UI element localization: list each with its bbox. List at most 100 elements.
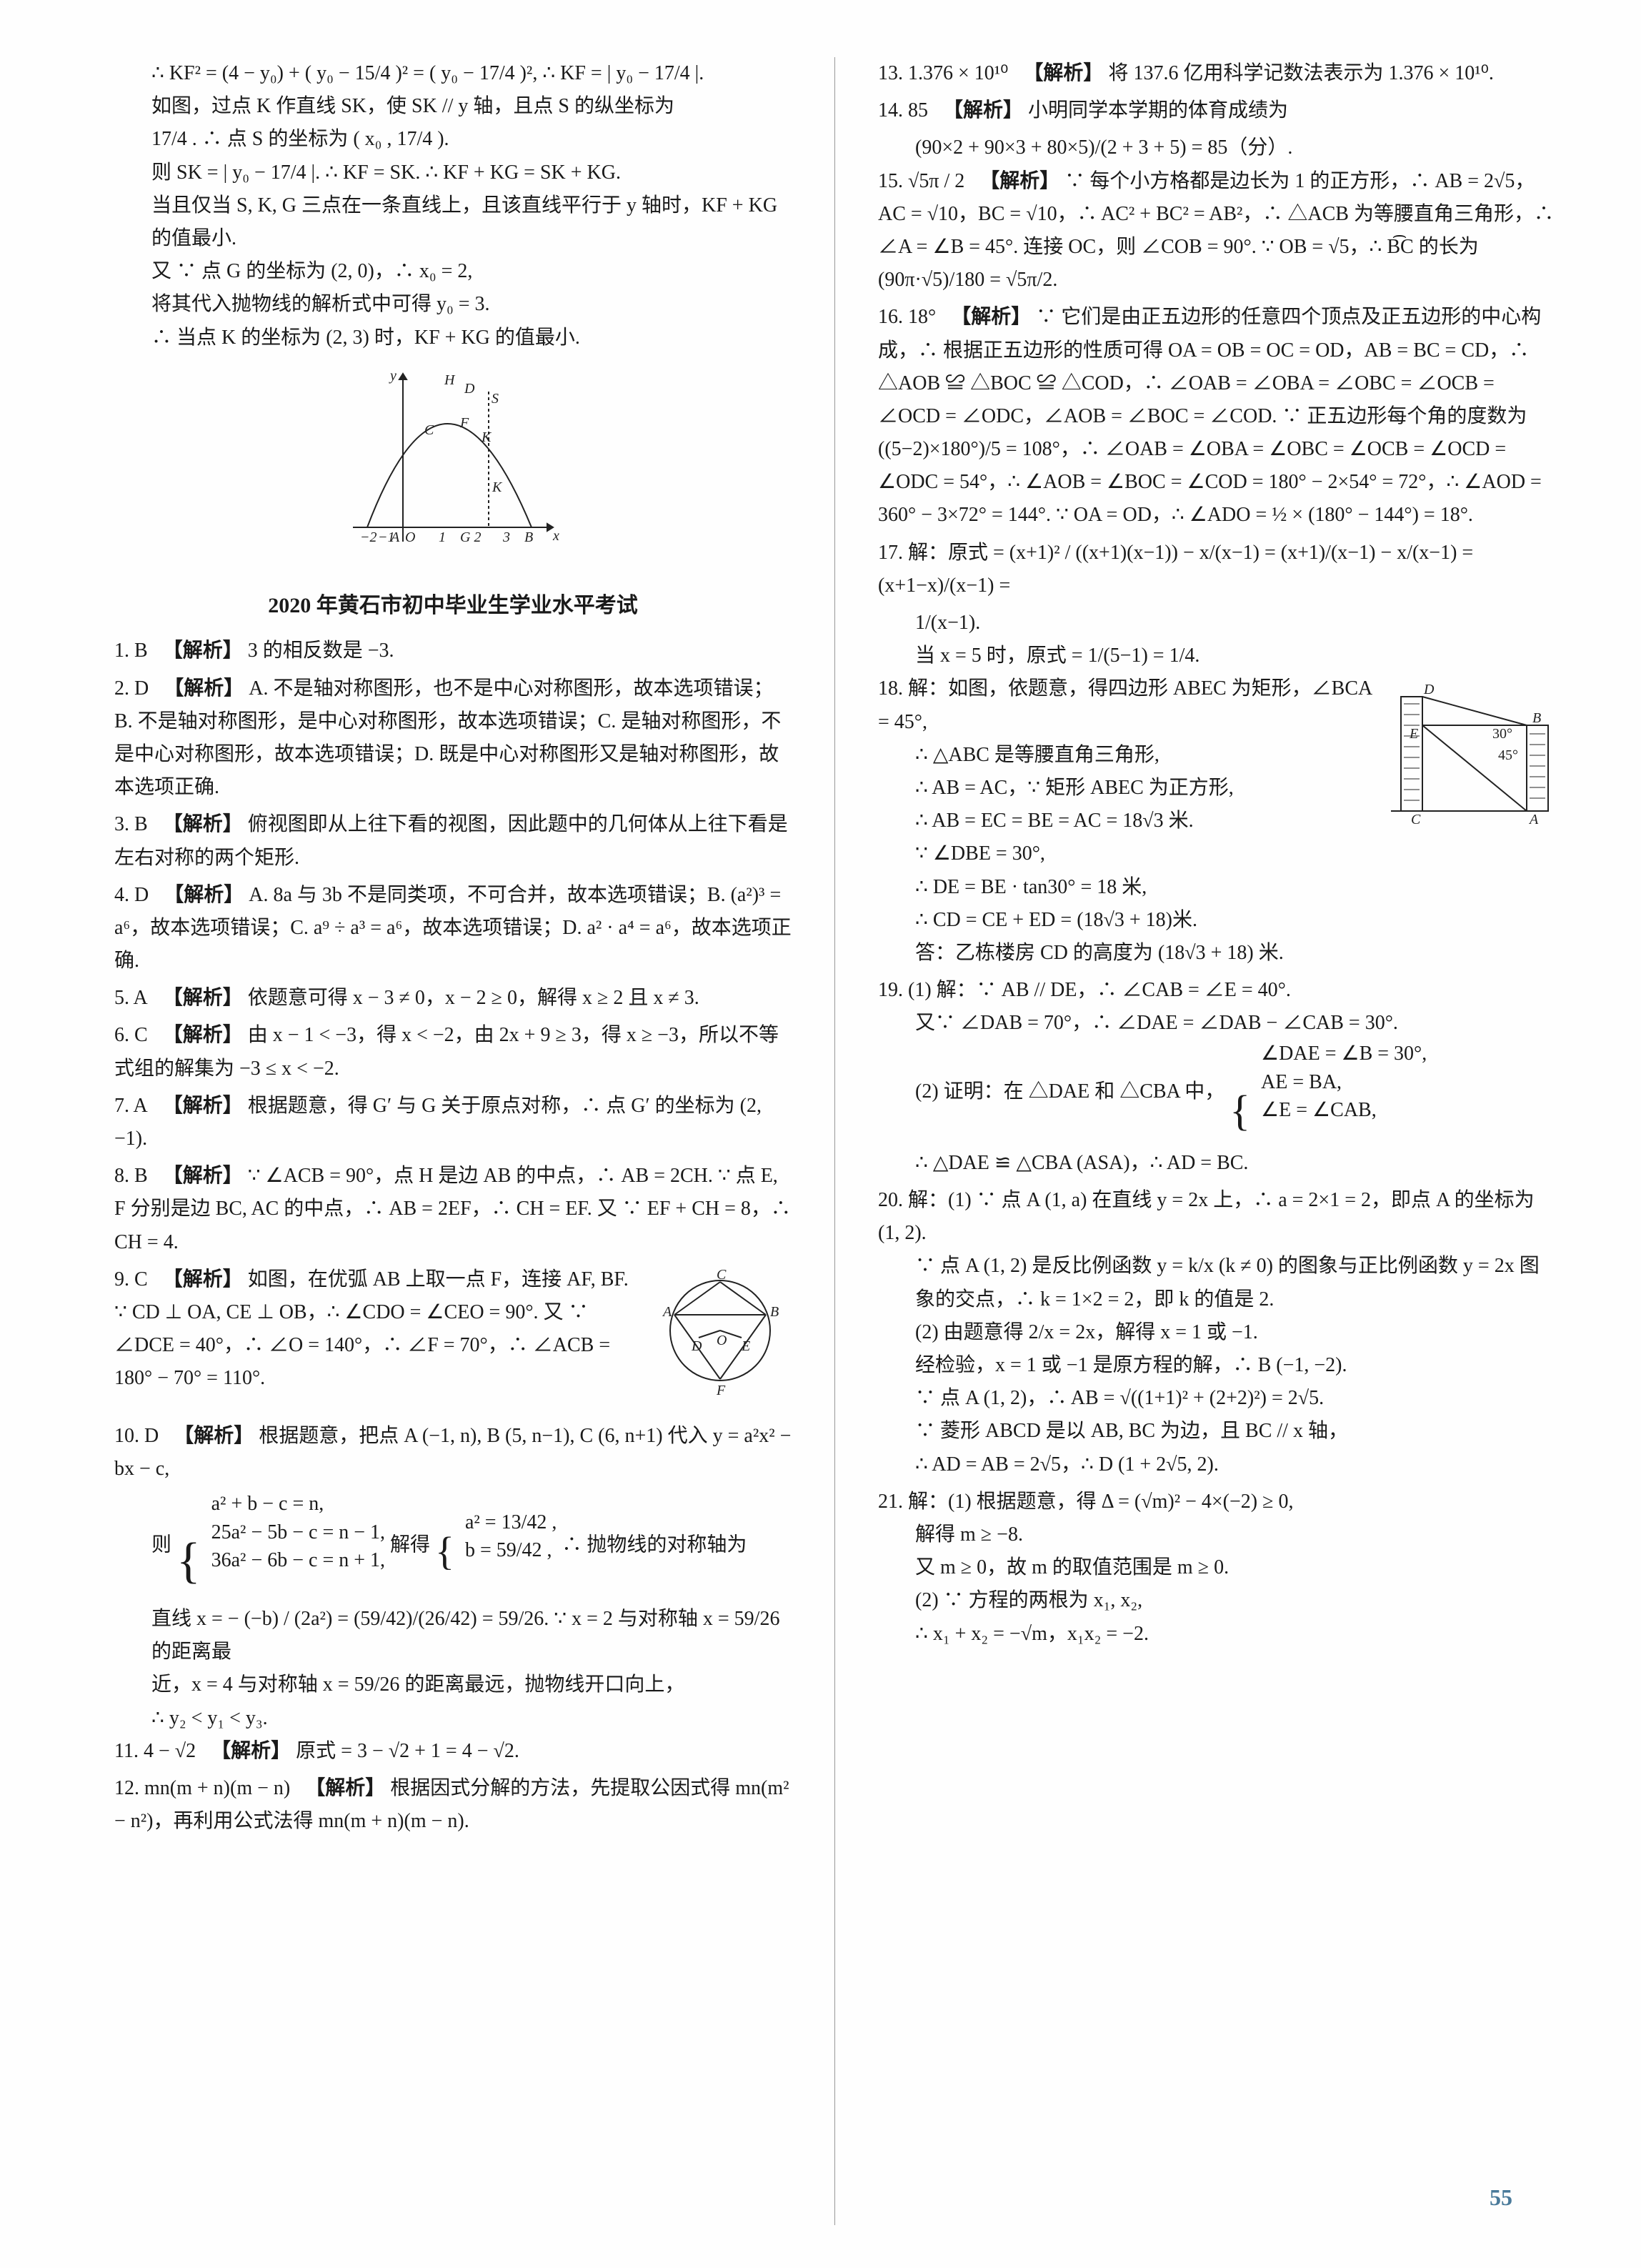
item-7: 7. A 【解析】 根据题意，得 G′ 与 G 关于原点对称，∴ 点 G′ 的坐… xyxy=(114,1090,792,1155)
svg-text:B: B xyxy=(1532,710,1541,726)
eq: AE = BA, xyxy=(1261,1071,1342,1093)
eq: ∠E = ∠CAB, xyxy=(1261,1099,1377,1121)
analysis-tag: 【解析】 xyxy=(943,99,1023,121)
svg-text:K: K xyxy=(481,429,492,445)
eq: 25a² − 5b − c = n − 1, xyxy=(211,1521,385,1543)
analysis-tag: 【解析】 xyxy=(163,640,243,662)
solved-label: 解得 xyxy=(390,1534,430,1556)
item-number: 7. xyxy=(114,1095,129,1117)
item-answer: √5π / 2 xyxy=(908,170,964,192)
item-10: 10. D 【解析】 根据题意，把点 A (−1, n), B (5, n−1)… xyxy=(114,1420,792,1486)
svg-text:D: D xyxy=(464,381,475,397)
item-10-system: 则 { a² + b − c = n, 25a² − 5b − c = n − … xyxy=(114,1490,792,1603)
item-text: 将 137.6 亿用科学记数法表示为 1.376 × 10¹⁰. xyxy=(1108,62,1493,84)
svg-text:F: F xyxy=(459,415,469,431)
item-15: 15. √5π / 2 【解析】 ∵ 每个小方格都是边长为 1 的正方形，∴ A… xyxy=(878,165,1555,297)
svg-text:D: D xyxy=(691,1338,702,1354)
item-number: 9. xyxy=(114,1268,129,1290)
q21-l: (2) ∵ 方程的两根为 x₁, x₂, xyxy=(878,1584,1555,1617)
svg-text:1: 1 xyxy=(439,529,446,545)
math-line: 当且仅当 S, K, G 三点在一条直线上，且该直线平行于 y 轴时，KF + … xyxy=(151,189,792,255)
item-10-line: 直线 x = − (−b) / (2a²) = (59/42)/(26/42) … xyxy=(114,1603,792,1668)
item-answer: D xyxy=(144,1425,159,1447)
item-10-line3: ∴ y₂ < y₁ < y₃. xyxy=(114,1702,792,1735)
svg-text:E: E xyxy=(741,1338,750,1354)
analysis-tag: 【解析】 xyxy=(164,677,244,700)
analysis-tag: 【解析】 xyxy=(951,306,1031,328)
svg-text:−2: −2 xyxy=(360,529,377,545)
page-container: ∴ KF² = (4 − y₀) + ( y₀ − 15/4 )² = ( y₀… xyxy=(114,57,1555,2225)
item-text: 原式 = 3 − √2 + 1 = 4 − √2. xyxy=(296,1740,519,1762)
svg-text:C: C xyxy=(1411,812,1421,825)
item-answer: B xyxy=(134,813,148,835)
item-answer: C xyxy=(134,1268,148,1290)
system-label: 则 xyxy=(151,1534,171,1556)
eq: a² = 13/42 , xyxy=(465,1511,557,1533)
brace-icon: { a² = 13/42 , b = 59/42 , xyxy=(435,1508,557,1585)
item-answer: B xyxy=(134,640,148,662)
item-18: D E B C A 30° 45° 18. 解：如图，依题意，得四边形 ABEC… xyxy=(878,672,1555,970)
analysis-tag: 【解析】 xyxy=(163,1095,243,1117)
svg-text:30°: 30° xyxy=(1492,726,1512,742)
item-20: 20. 解：(1) ∵ 点 A (1, a) 在直线 y = 2x 上，∴ a … xyxy=(878,1184,1555,1481)
svg-text:C: C xyxy=(717,1267,727,1283)
page-number: 55 xyxy=(1490,2184,1512,2211)
q21-l: 又 m ≥ 0，故 m 的取值范围是 m ≥ 0. xyxy=(878,1551,1555,1584)
item-number: 10. xyxy=(114,1425,139,1447)
q19-p2: (2) 证明：在 △DAE 和 △CBA 中， { ∠DAE = ∠B = 30… xyxy=(878,1040,1555,1146)
q19-p1b: 又∵ ∠DAB = 70°，∴ ∠DAE = ∠DAB − ∠CAB = 30°… xyxy=(878,1007,1555,1040)
q18-l: ∴ CD = CE + ED = (18√3 + 18)米. xyxy=(878,904,1555,937)
math-line: ∴ KF² = (4 − y₀) + ( y₀ − 15/4 )² = ( y₀… xyxy=(151,57,792,90)
math-line: 17/4 . ∴ 点 S 的坐标为 ( x₀ , 17/4 ). xyxy=(151,123,792,156)
parabola-figure: −2 −1 A O 1 G 2 3 B x y H D S C F K K xyxy=(114,363,792,574)
item-10-line2: 近，x = 4 与对称轴 x = 59/26 的距离最远，抛物线开口向上， xyxy=(114,1668,792,1701)
item-9: C A B D O E F 9. C 【解析】 如图，在优弧 AB 上取一点 F… xyxy=(114,1263,792,1416)
item-14: 14. 85 【解析】 小明同学本学期的体育成绩为 xyxy=(878,94,1555,127)
analysis-tag: 【解析】 xyxy=(163,1165,243,1187)
right-column: 13. 1.376 × 10¹⁰ 【解析】 将 137.6 亿用科学记数法表示为… xyxy=(878,57,1555,2225)
eq: 36a² − 6b − c = n + 1, xyxy=(211,1549,385,1571)
item-number: 14. xyxy=(878,99,903,121)
item-number: 5. xyxy=(114,987,129,1009)
svg-text:O: O xyxy=(405,529,415,545)
svg-text:B: B xyxy=(770,1304,779,1320)
q21-l: 21. 解：(1) 根据题意，得 Δ = (√m)² − 4×(−2) ≥ 0, xyxy=(878,1486,1555,1518)
item-answer: D xyxy=(134,884,149,906)
math-line: 又 ∵ 点 G 的坐标为 (2, 0)，∴ x₀ = 2, xyxy=(151,255,792,288)
item-text: 3 的相反数是 −3. xyxy=(248,640,394,662)
item-number: 11. xyxy=(114,1740,139,1762)
item-number: 8. xyxy=(114,1165,129,1187)
item-16: 16. 18° 【解析】 ∵ 它们是由正五边形的任意四个顶点及正五边形的中心构成… xyxy=(878,301,1555,532)
svg-text:A: A xyxy=(389,529,400,545)
q19-p2-head: (2) 证明：在 △DAE 和 △CBA 中， xyxy=(915,1081,1224,1103)
analysis-tag: 【解析】 xyxy=(211,1740,291,1762)
item-number: 2. xyxy=(114,677,129,700)
q17-sub: 当 x = 5 时，原式 = 1/(5−1) = 1/4. xyxy=(878,640,1555,672)
svg-text:D: D xyxy=(1423,682,1435,697)
item-text: ∵ 它们是由正五边形的任意四个顶点及正五边形的中心构成，∴ 根据正五边形的性质可… xyxy=(878,306,1542,526)
analysis-tag: 【解析】 xyxy=(1023,62,1103,84)
svg-text:H: H xyxy=(444,372,456,388)
svg-text:A: A xyxy=(662,1304,672,1320)
circle-figure: C A B D O E F xyxy=(649,1266,792,1413)
analysis-tag: 【解析】 xyxy=(163,1268,243,1290)
item-11: 11. 4 − √2 【解析】 原式 = 3 − √2 + 1 = 4 − √2… xyxy=(114,1735,792,1768)
q20-l: ∴ AD = AB = 2√5，∴ D (1 + 2√5, 2). xyxy=(878,1448,1555,1481)
q20-l: ∵ 点 A (1, 2) 是反比例函数 y = k/x (k ≠ 0) 的图象与… xyxy=(878,1250,1555,1315)
item-answer: 85 xyxy=(908,99,928,121)
analysis-tag: 【解析】 xyxy=(979,170,1059,192)
item-2: 2. D 【解析】 A. 不是轴对称图形，也不是中心对称图形，故本选项错误；B.… xyxy=(114,672,792,805)
item-number: 4. xyxy=(114,884,129,906)
item-text: 依题意可得 x − 3 ≠ 0，x − 2 ≥ 0，解得 x ≥ 2 且 x ≠… xyxy=(248,987,699,1009)
item-number: 1. xyxy=(114,640,129,662)
item-14-frac: (90×2 + 90×3 + 80×5)/(2 + 3 + 5) = 85（分）… xyxy=(878,131,1555,164)
item-answer: B xyxy=(134,1165,148,1187)
item-answer: 4 − √2 xyxy=(144,1740,196,1762)
brace-icon: { a² + b − c = n, 25a² − 5b − c = n − 1,… xyxy=(176,1490,385,1603)
q18-l: ∴ DE = BE · tan30° = 18 米, xyxy=(878,871,1555,904)
item-number: 16. xyxy=(878,306,903,328)
q18-l: ∵ ∠DBE = 30°, xyxy=(878,837,1555,870)
svg-text:B: B xyxy=(524,529,533,545)
item-21: 21. 解：(1) 根据题意，得 Δ = (√m)² − 4×(−2) ≥ 0,… xyxy=(878,1486,1555,1651)
item-12: 12. mn(m + n)(m − n) 【解析】 根据因式分解的方法，先提取公… xyxy=(114,1772,792,1838)
